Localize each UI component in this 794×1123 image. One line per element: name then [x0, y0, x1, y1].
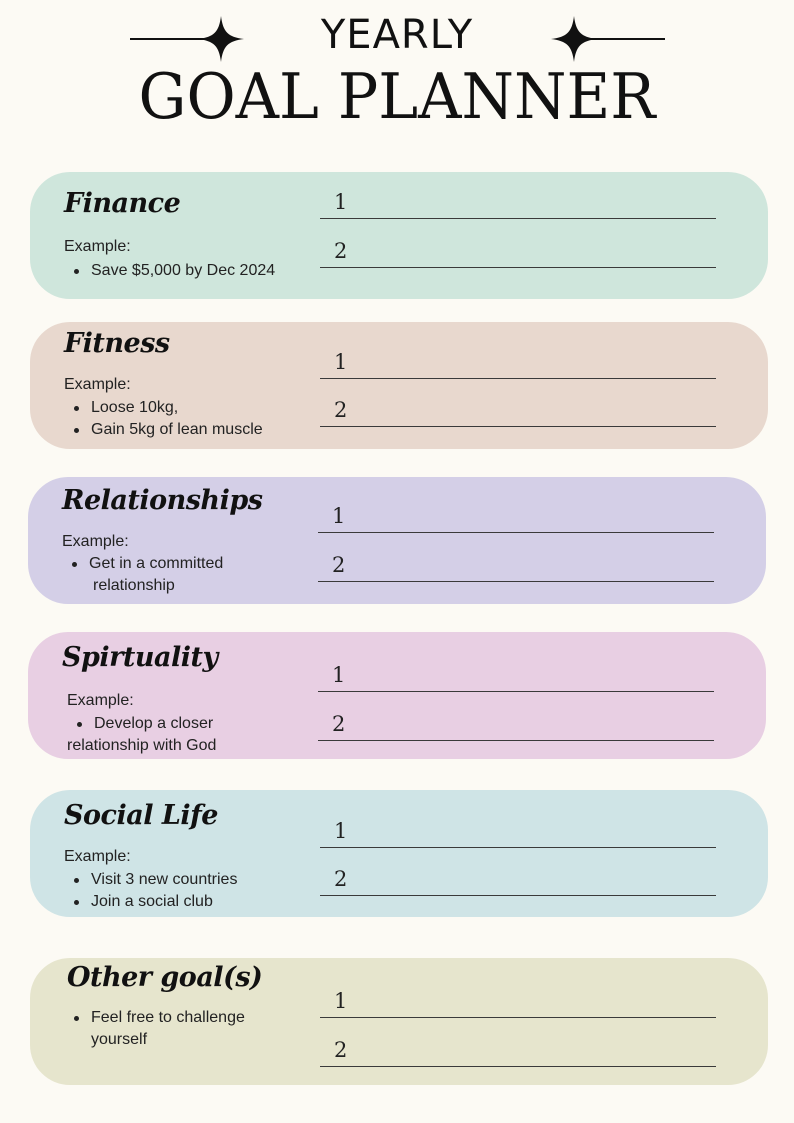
goal-number: 1 [334, 989, 348, 1013]
list-item-continuation: yourself [64, 1029, 245, 1051]
list-item: Feel free to challenge [64, 1007, 245, 1029]
goal-number: 1 [334, 819, 348, 843]
bullet-icon [72, 562, 77, 567]
card-title: Finance [64, 188, 181, 219]
card-title: Social Life [64, 800, 218, 831]
sparkle-icon [198, 16, 244, 62]
bullet-text: yourself [91, 1031, 148, 1048]
card-title: Relationships [62, 485, 263, 516]
list-item: Gain 5kg of lean muscle [64, 419, 263, 441]
page-title: GOAL PLANNER [138, 60, 656, 134]
bullet-text: Visit 3 new countries [91, 871, 238, 888]
list-item: Visit 3 new countries [64, 869, 237, 891]
goal-card-social-life: Social Life Example: Visit 3 new countri… [30, 790, 768, 917]
bullet-text: Save $5,000 by Dec 2024 [91, 262, 276, 279]
goal-input-line-2[interactable]: 2 [320, 233, 716, 268]
bullet-icon [74, 900, 79, 905]
goal-input-line-2[interactable]: 2 [320, 1032, 716, 1067]
bullet-text: relationship with God [67, 737, 217, 754]
bullet-text: Develop a closer [94, 715, 214, 732]
bullet-text: Loose 10kg, [91, 399, 179, 416]
example-list: Save $5,000 by Dec 2024 [64, 260, 275, 282]
goal-input-line-1[interactable]: 1 [318, 498, 714, 533]
goal-number: 1 [332, 663, 346, 687]
list-item: Develop a closer [67, 713, 216, 735]
example-label: Example: [64, 376, 131, 393]
goal-card-finance: Finance Example: Save $5,000 by Dec 2024… [30, 172, 768, 299]
bullet-icon [74, 406, 79, 411]
title-yearly: YEARLY [320, 12, 474, 58]
goal-number: 2 [332, 553, 346, 577]
goal-input-line-1[interactable]: 1 [318, 657, 714, 692]
goal-number: 1 [332, 504, 346, 528]
example-list: Get in a committed relationship [62, 553, 223, 597]
list-item: Loose 10kg, [64, 397, 263, 419]
goal-card-fitness: Fitness Example: Loose 10kg, Gain 5kg of… [30, 322, 768, 449]
list-item-continuation: relationship with God [67, 735, 216, 757]
example-label: Example: [64, 238, 131, 255]
goal-input-line-1[interactable]: 1 [320, 184, 716, 219]
card-title: Other goal(s) [67, 962, 263, 993]
example-list: Loose 10kg, Gain 5kg of lean muscle [64, 397, 263, 441]
goal-number: 1 [334, 190, 348, 214]
header-line-left [130, 38, 220, 40]
list-item: Join a social club [64, 891, 237, 913]
bullet-text: Join a social club [91, 893, 213, 910]
example-label: Example: [64, 848, 131, 865]
sparkle-icon [551, 16, 597, 62]
example-list: Feel free to challenge yourself [64, 1007, 245, 1051]
bullet-icon [74, 269, 79, 274]
list-item: Save $5,000 by Dec 2024 [64, 260, 275, 282]
goal-number: 2 [334, 1038, 348, 1062]
goal-input-line-2[interactable]: 2 [318, 706, 714, 741]
goal-card-relationships: Relationships Example: Get in a committe… [28, 477, 766, 604]
list-item-continuation: relationship [62, 575, 223, 597]
goal-input-line-1[interactable]: 1 [320, 344, 716, 379]
goal-number: 1 [334, 350, 348, 374]
example-list: Visit 3 new countries Join a social club [64, 869, 237, 913]
goal-input-line-2[interactable]: 2 [320, 392, 716, 427]
goal-number: 2 [334, 867, 348, 891]
goal-number: 2 [334, 398, 348, 422]
bullet-icon [77, 722, 82, 727]
goal-input-line-2[interactable]: 2 [318, 547, 714, 582]
bullet-text: Get in a committed [89, 555, 224, 572]
example-label: Example: [62, 533, 129, 550]
goal-number: 2 [332, 712, 346, 736]
card-title: Spirtuality [62, 642, 218, 673]
card-title: Fitness [64, 328, 170, 359]
goal-number: 2 [334, 239, 348, 263]
goal-card-other: Other goal(s) Feel free to challenge you… [30, 958, 768, 1085]
bullet-icon [74, 878, 79, 883]
page-header: YEARLY GOAL PLANNER [0, 0, 794, 150]
goal-input-line-2[interactable]: 2 [320, 861, 716, 896]
bullet-text: relationship [93, 577, 175, 594]
list-item: Get in a committed [62, 553, 223, 575]
example-label: Example: [67, 692, 134, 709]
example-list: Develop a closer relationship with God [67, 713, 216, 757]
bullet-text: Gain 5kg of lean muscle [91, 421, 263, 438]
goal-input-line-1[interactable]: 1 [320, 983, 716, 1018]
bullet-icon [74, 428, 79, 433]
bullet-text: Feel free to challenge [91, 1009, 245, 1026]
goal-card-spirituality: Spirtuality Example: Develop a closer re… [28, 632, 766, 759]
goal-input-line-1[interactable]: 1 [320, 813, 716, 848]
header-line-right [575, 38, 665, 40]
bullet-icon [74, 1016, 79, 1021]
